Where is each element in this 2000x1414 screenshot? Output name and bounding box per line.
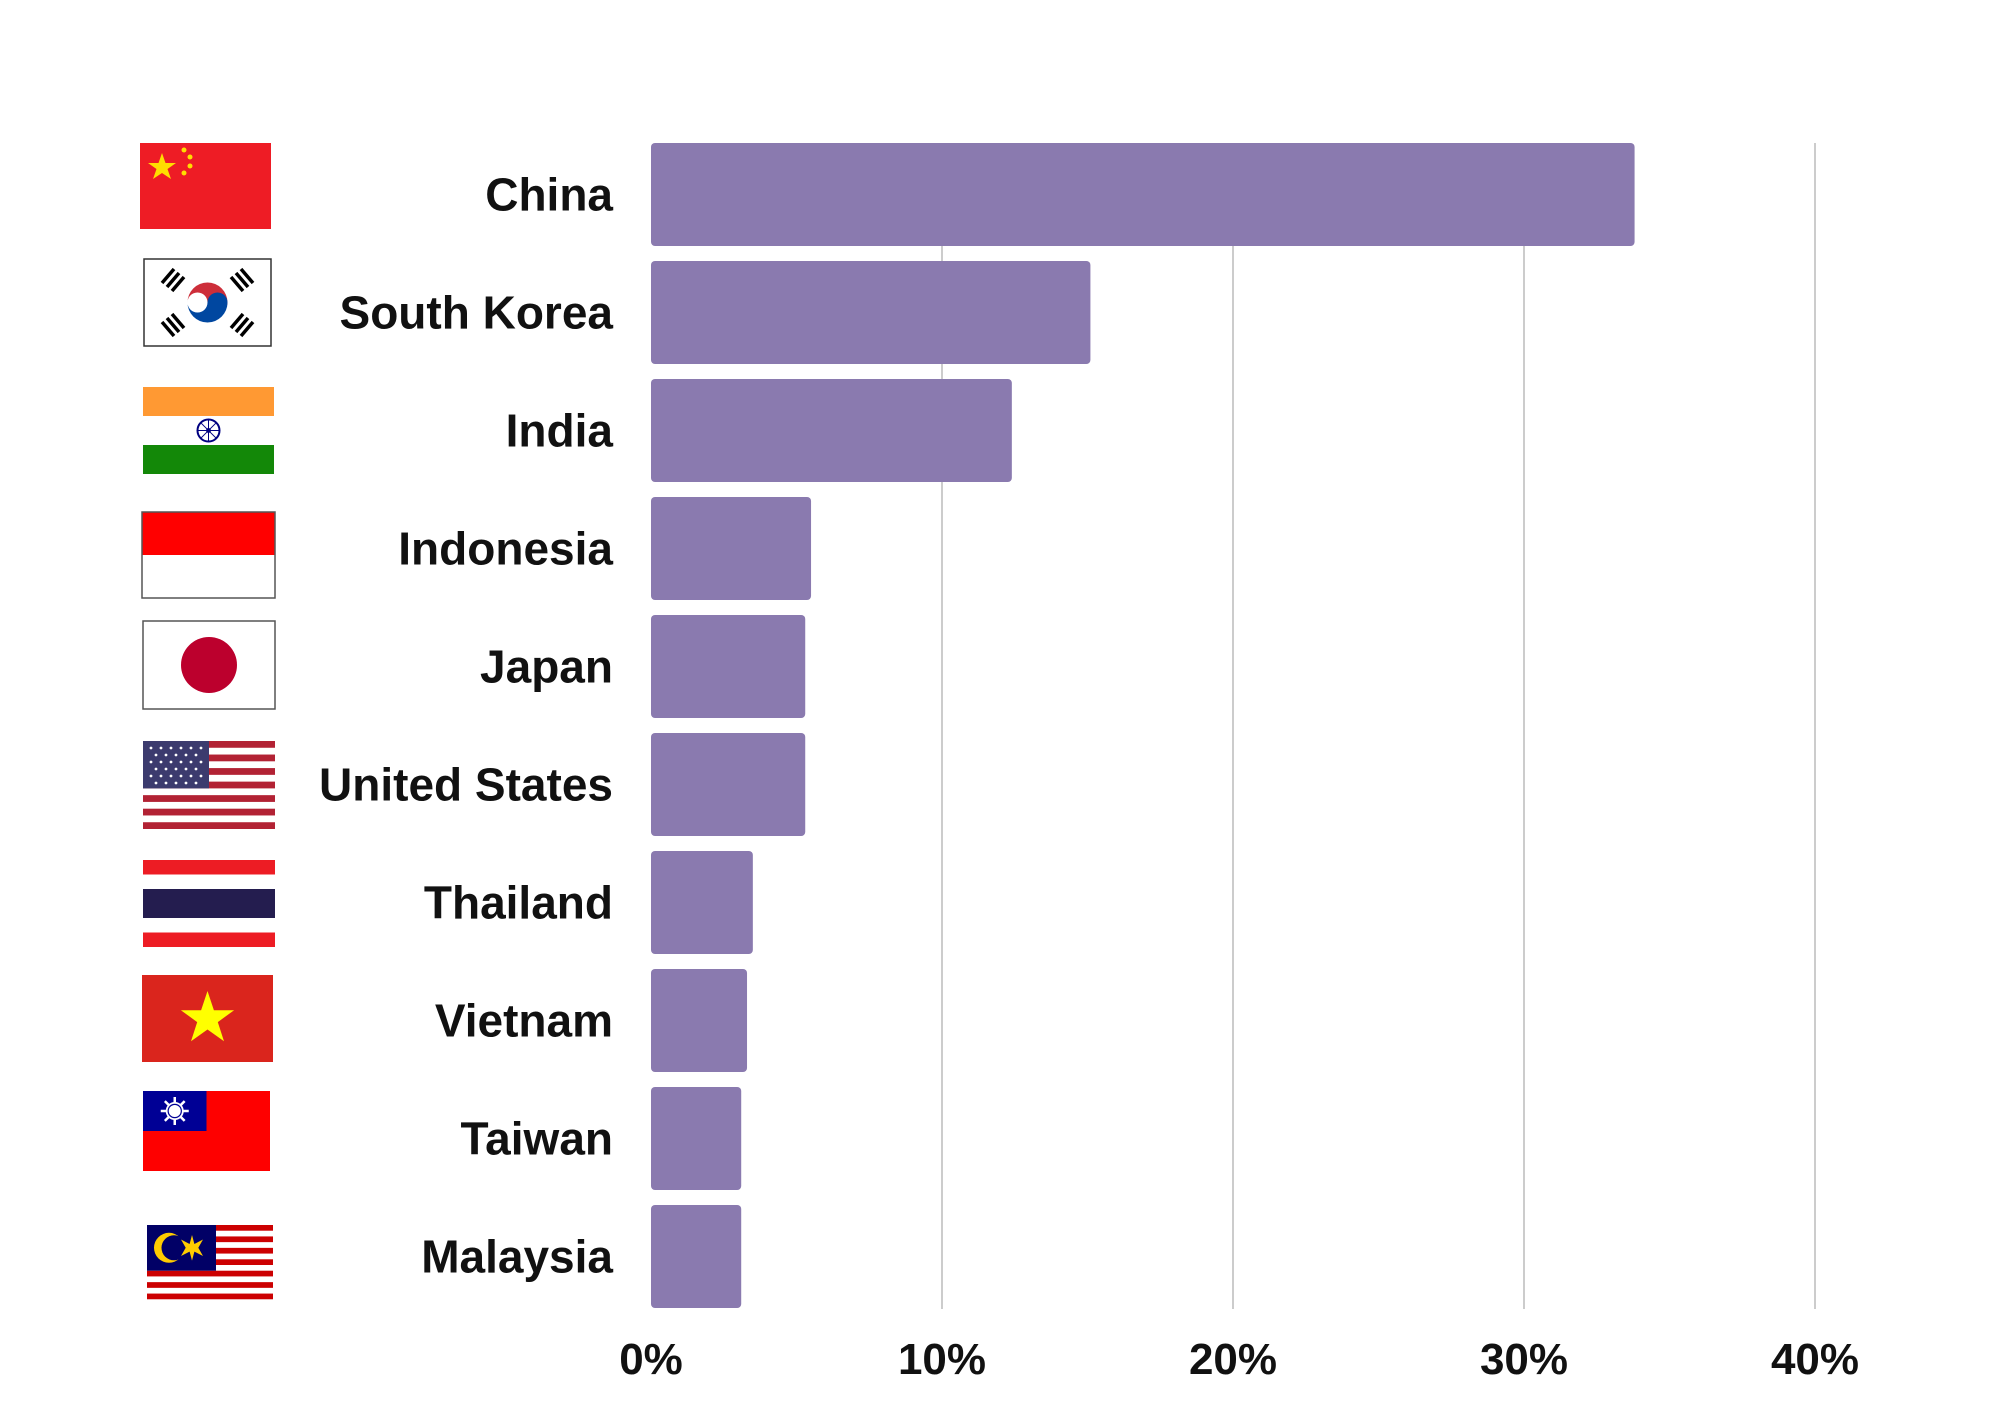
indonesia-flag-icon xyxy=(141,511,276,599)
bar xyxy=(651,1205,742,1308)
bar xyxy=(651,379,1012,482)
category-label: Vietnam xyxy=(435,995,613,1047)
bar xyxy=(651,615,806,718)
japan-flag-icon xyxy=(142,620,276,710)
x-tick-label: 0% xyxy=(619,1335,683,1384)
category-label: United States xyxy=(319,759,613,811)
bar xyxy=(651,261,1091,364)
bar xyxy=(651,143,1635,246)
x-tick-label: 40% xyxy=(1771,1335,1859,1384)
south-korea-flag-icon xyxy=(143,258,272,347)
bar xyxy=(651,969,748,1072)
category-label: Malaysia xyxy=(421,1231,613,1283)
category-label: Thailand xyxy=(424,877,613,929)
category-label: China xyxy=(485,169,613,221)
bar xyxy=(651,851,753,954)
category-label: South Korea xyxy=(340,287,614,339)
category-labels: China South Korea India Indonesia Japan Unite… xyxy=(319,169,613,1283)
bar xyxy=(651,497,812,600)
x-tick-label: 10% xyxy=(898,1335,986,1384)
bar xyxy=(651,1087,742,1190)
gridlines xyxy=(941,143,1816,1309)
x-axis-ticks: 0% 10% 20% 30% 40% xyxy=(619,1335,1859,1384)
vietnam-flag-icon xyxy=(142,975,273,1062)
category-label: Indonesia xyxy=(398,523,613,575)
taiwan-flag-icon xyxy=(143,1091,270,1171)
category-label: Taiwan xyxy=(460,1113,613,1165)
india-flag-icon xyxy=(143,387,274,474)
bar xyxy=(651,733,806,836)
china-flag-icon xyxy=(140,143,271,229)
category-label: India xyxy=(506,405,614,457)
united-states-flag-icon xyxy=(143,741,275,829)
x-tick-label: 30% xyxy=(1480,1335,1568,1384)
malaysia-flag-icon xyxy=(147,1225,273,1305)
bars xyxy=(651,143,1635,1308)
flags xyxy=(140,143,276,1305)
x-tick-label: 20% xyxy=(1189,1335,1277,1384)
thailand-flag-icon xyxy=(143,860,275,947)
category-label: Japan xyxy=(480,641,613,693)
